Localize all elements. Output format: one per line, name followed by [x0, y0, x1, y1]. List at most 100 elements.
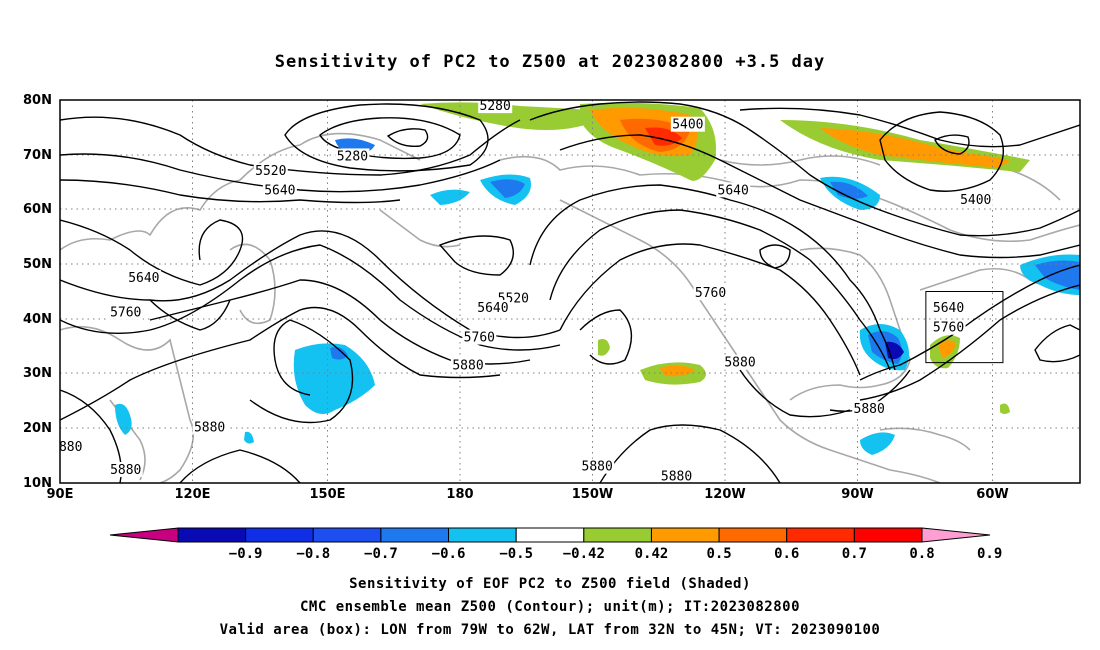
colorbar-segment: [245, 527, 314, 543]
colorbar-tick-label: 0.7: [842, 546, 867, 562]
contour-label: 5760: [693, 285, 728, 301]
valid-area-box: [925, 291, 1004, 364]
contour-label-text: 5400: [960, 193, 991, 208]
colorbar-segment: [583, 527, 652, 543]
plot-frame: [59, 99, 1081, 484]
colorbar-segment: [448, 527, 517, 543]
contour-label-text: 5520: [255, 164, 286, 179]
contour-label: 5640: [262, 182, 297, 198]
contour-label-text: 5640: [264, 183, 295, 198]
contour-label: 5880: [723, 354, 757, 371]
contour-label: 5400: [958, 192, 993, 208]
lon-label: 150W: [572, 487, 613, 502]
contour-label: 5760: [108, 304, 143, 320]
contour-label-text: 5760: [110, 305, 141, 320]
colorbar-low-extension: [109, 527, 179, 543]
caption-line-1: Sensitivity of EOF PC2 to Z500 field (Sh…: [349, 576, 751, 592]
colorbar-tick-label: 0.5: [706, 546, 731, 562]
contour-label-text: 5880: [452, 358, 483, 373]
lat-axis: 80N 70N 60N 50N 40N 30N 20N 10N: [23, 93, 52, 491]
colorbar-high-extension: [921, 527, 991, 543]
contour-label: 5880: [192, 419, 227, 435]
contour-label-text: 5880: [724, 356, 755, 371]
colorbar-segment: [380, 527, 450, 543]
contour-label: 5880: [852, 401, 887, 417]
contour-label-text: 5760: [933, 321, 964, 336]
contour-label-text: 5880: [661, 470, 692, 485]
lat-label: 40N: [23, 312, 52, 327]
contour-label-text: 5640: [933, 301, 964, 316]
colorbar-segment: [786, 527, 855, 543]
contour-label: 5640: [126, 269, 161, 286]
colorbar-tick-label: 0.9: [977, 546, 1002, 562]
caption-line-2: CMC ensemble mean Z500 (Contour); unit(m…: [300, 599, 800, 615]
contour-label: 5640: [931, 300, 966, 316]
lon-label: 90W: [841, 487, 873, 502]
sensitivity-shading: [115, 102, 1080, 455]
contour-label-text: 5280: [480, 99, 511, 114]
contour-label-text: 5880: [582, 460, 613, 475]
lon-label: 120W: [704, 487, 745, 502]
lon-label: 150E: [309, 487, 345, 502]
contour-label: 5760: [931, 319, 966, 336]
contour-label: 5640: [716, 182, 751, 198]
contour-label-text: 5880: [194, 420, 225, 435]
contour-label: 5400: [670, 116, 705, 133]
colorbar: −0.9 −0.8 −0.7 −0.6 −0.5 −0.42 0.42 0.5 0.6 0.7 0.…: [109, 527, 1002, 562]
colorbar-segment: [718, 527, 788, 543]
colorbar-segment: [515, 527, 585, 543]
colorbar-segment: [650, 527, 720, 543]
contour-label: 5880: [659, 468, 694, 485]
lat-label: 10N: [23, 476, 52, 491]
colorbar-tick-label: −0.6: [432, 546, 466, 562]
contour-label: 5880: [451, 357, 485, 373]
colorbar-segment: [312, 527, 382, 543]
contour-label-text: 5880: [854, 402, 885, 417]
contour-label: 5640: [475, 300, 510, 316]
z500-contours: [60, 101, 1080, 483]
colorbar-segment: [177, 527, 247, 543]
lat-label: 30N: [23, 366, 52, 381]
colorbar-tick-label: −0.42: [563, 546, 605, 562]
contour-label-text: 5640: [477, 301, 508, 316]
contour-label: 5520: [253, 163, 288, 179]
contour-label-text: 5280: [337, 149, 368, 164]
contour-label: 5880: [108, 461, 143, 478]
lat-label: 20N: [23, 421, 52, 436]
contour-label-text: 5880: [51, 440, 82, 455]
lon-label: 180: [446, 487, 473, 502]
contour-label-text: 5640: [718, 183, 749, 198]
lon-label: 120E: [174, 487, 210, 502]
colorbar-tick-label: −0.5: [499, 546, 533, 562]
contour-label-text: 5760: [464, 331, 495, 346]
colorbar-tick-label: 0.8: [909, 546, 934, 562]
contour-label-text: 5640: [128, 271, 159, 286]
colorbar-tick-label: 0.6: [774, 546, 799, 562]
colorbar-segment: [853, 527, 923, 543]
colorbar-tick-label: −0.7: [364, 546, 398, 562]
lat-label: 50N: [23, 257, 52, 272]
contour-label: 5280: [478, 99, 513, 114]
lat-label: 60N: [23, 202, 52, 217]
colorbar-tick-label: 0.42: [635, 546, 669, 562]
contour-label: 5280: [335, 148, 370, 164]
contour-label: 5880: [580, 458, 615, 475]
colorbar-tick-label: −0.9: [229, 546, 263, 562]
lon-axis: 90E 120E 150E 180 150W 120W 90W 60W: [47, 487, 1009, 502]
caption-line-3: Valid area (box): LON from 79W to 62W, L…: [220, 622, 881, 638]
lon-label: 60W: [976, 487, 1008, 502]
contour-label-text: 5760: [695, 286, 726, 301]
lon-label: 90E: [47, 487, 74, 502]
figure-title: Sensitivity of PC2 to Z500 at 2023082800…: [275, 52, 826, 72]
lat-lon-gridlines: [60, 100, 1080, 483]
colorbar-tick-label: −0.8: [296, 546, 330, 562]
contour-label-text: 5880: [110, 463, 141, 478]
lat-label: 80N: [23, 93, 52, 108]
contour-label-text: 5400: [672, 118, 703, 133]
contour-label: 5760: [462, 329, 497, 346]
lat-label: 70N: [23, 148, 52, 163]
contour-label: 5880: [51, 438, 84, 455]
